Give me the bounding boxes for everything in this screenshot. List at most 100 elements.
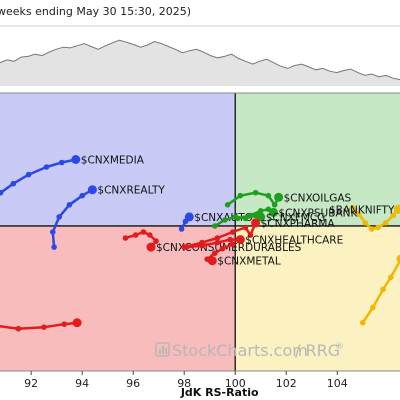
series-9[interactable]: $CNXMETAL bbox=[204, 241, 281, 268]
series-12[interactable] bbox=[359, 254, 400, 326]
series-point bbox=[10, 180, 17, 187]
series-head-point bbox=[251, 218, 261, 228]
series-point bbox=[0, 189, 4, 196]
series-point bbox=[237, 192, 244, 199]
series-point bbox=[214, 235, 221, 241]
series-point bbox=[132, 232, 139, 238]
x-axis: 92 94 96 98 100 102 104 bbox=[24, 371, 348, 390]
series-head-point bbox=[274, 192, 284, 202]
series-point bbox=[349, 205, 356, 211]
series-8[interactable]: $CNXHEALTHCARE bbox=[183, 235, 343, 250]
x-tick-label: 102 bbox=[276, 377, 297, 390]
quadrant-improving bbox=[0, 93, 236, 226]
chart-header: weeks ending May 30 15:30, 2025) bbox=[0, 0, 400, 24]
watermark-reg: ® bbox=[335, 342, 344, 352]
series-point bbox=[59, 159, 65, 166]
series-1[interactable]: $CNXREALTY bbox=[50, 185, 165, 250]
series-point bbox=[214, 239, 221, 246]
series-point bbox=[153, 238, 159, 244]
series-10[interactable] bbox=[0, 318, 82, 332]
x-axis-title: JdK RS-Ratio bbox=[180, 386, 259, 399]
series-label: $CNXPSUBANK bbox=[279, 207, 359, 219]
series-point bbox=[183, 244, 190, 250]
x-tick-label: 92 bbox=[24, 377, 38, 390]
x-tick-label: 100 bbox=[225, 377, 246, 390]
series-point bbox=[122, 235, 129, 241]
series-5[interactable]: $CNXFMCG bbox=[212, 212, 325, 229]
series-head-point bbox=[146, 242, 156, 252]
series-point bbox=[61, 321, 68, 328]
benchmark-strip bbox=[0, 25, 400, 86]
series-point bbox=[147, 232, 153, 238]
series-4[interactable]: $CNXPSUBANK bbox=[235, 206, 359, 222]
series-head-point bbox=[72, 318, 82, 328]
series-head-point bbox=[71, 155, 81, 164]
series-point bbox=[229, 229, 236, 235]
series-head-point bbox=[235, 235, 245, 245]
watermark: StockCharts.com / RRG ® bbox=[155, 341, 344, 360]
series-point bbox=[375, 224, 381, 231]
series-point bbox=[359, 319, 366, 326]
plot-area: StockCharts.com / RRG ® $CNXMEDIA $CNXREA… bbox=[0, 92, 400, 372]
quadrant-lagging bbox=[0, 225, 236, 371]
x-tick-label: 104 bbox=[327, 377, 348, 390]
series-point bbox=[212, 223, 218, 229]
x-tick-label: 96 bbox=[126, 377, 140, 390]
series-layer: $CNXMEDIA$CNXREALTY$CNXAUTO$CNXOILGAS$CN… bbox=[0, 155, 400, 332]
series-point bbox=[242, 215, 249, 222]
series-label: $CNXFMCG bbox=[266, 212, 326, 224]
benchmark-line bbox=[0, 39, 400, 81]
series-head-point bbox=[184, 212, 194, 222]
benchmark-area bbox=[0, 40, 400, 86]
series-point bbox=[219, 245, 226, 252]
series-head-point bbox=[87, 185, 97, 195]
series-head-point bbox=[393, 204, 400, 214]
series-label: $CNXPHARMA bbox=[261, 218, 336, 230]
series-3[interactable]: $CNXOILGAS bbox=[224, 189, 352, 208]
series-point bbox=[242, 224, 249, 231]
series-point bbox=[382, 220, 389, 226]
series-point bbox=[362, 220, 369, 226]
series-point bbox=[368, 226, 375, 232]
series-0[interactable]: $CNXMEDIA bbox=[0, 155, 145, 196]
watermark-suffix: / RRG bbox=[295, 341, 340, 360]
series-point bbox=[380, 286, 386, 293]
watermark-text: StockCharts.com bbox=[172, 341, 308, 360]
series-head-point bbox=[269, 207, 278, 217]
series-point bbox=[229, 241, 236, 247]
series-label: $CNXMETAL bbox=[217, 256, 281, 268]
series-head-point bbox=[207, 256, 217, 266]
quadrant-weakening bbox=[235, 225, 400, 371]
stockcharts-logo-icon bbox=[155, 342, 170, 357]
series-point bbox=[247, 232, 254, 238]
series-point bbox=[232, 214, 238, 220]
series-point bbox=[140, 229, 147, 235]
header-caption: weeks ending May 30 15:30, 2025) bbox=[0, 5, 192, 18]
series-label: $CNXHEALTHCARE bbox=[245, 235, 343, 247]
series-point bbox=[15, 325, 22, 332]
series-point bbox=[41, 324, 47, 331]
series-label: $CNXREALTY bbox=[97, 185, 165, 197]
series-point bbox=[25, 171, 32, 178]
series-point bbox=[222, 217, 228, 223]
series-point bbox=[227, 236, 233, 243]
series-point bbox=[390, 212, 397, 219]
series-label: $CNXOILGAS bbox=[284, 192, 352, 204]
series-point bbox=[56, 214, 62, 220]
series-point bbox=[356, 211, 362, 217]
series-point bbox=[370, 304, 376, 311]
series-label: $CNXMEDIA bbox=[81, 155, 145, 167]
series-point bbox=[51, 244, 57, 250]
series-point bbox=[224, 202, 231, 208]
series-point bbox=[79, 192, 85, 199]
x-tick-label: 94 bbox=[75, 377, 89, 390]
series-point bbox=[212, 250, 218, 256]
series-head-point bbox=[396, 254, 400, 264]
series-point bbox=[257, 208, 264, 214]
plot-border bbox=[0, 92, 400, 372]
series-head-point bbox=[256, 212, 266, 222]
series-point bbox=[199, 242, 205, 249]
series-label: $BANKNIFTY bbox=[329, 204, 395, 216]
series-11[interactable]: $BANKNIFTY bbox=[329, 204, 400, 232]
